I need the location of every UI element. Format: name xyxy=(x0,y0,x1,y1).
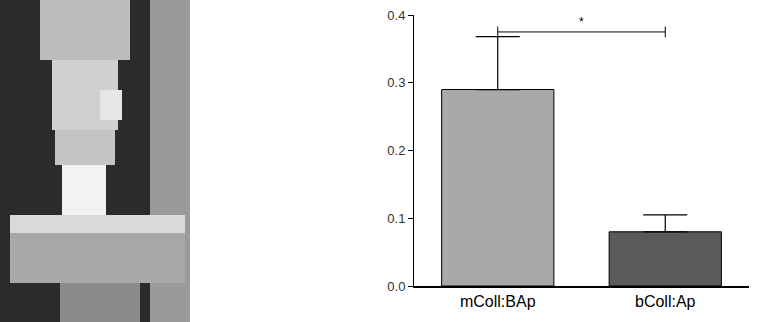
svg-text:0.3: 0.3 xyxy=(387,75,405,90)
svg-text:*: * xyxy=(579,15,584,29)
svg-text:0.4: 0.4 xyxy=(387,8,405,23)
svg-text:mColl:BAp: mColl:BAp xyxy=(460,293,536,310)
svg-text:0.2: 0.2 xyxy=(387,143,405,158)
svg-text:bColl:Ap: bColl:Ap xyxy=(635,293,696,310)
svg-text:0.1: 0.1 xyxy=(387,211,405,226)
svg-text:0.0: 0.0 xyxy=(387,279,405,294)
